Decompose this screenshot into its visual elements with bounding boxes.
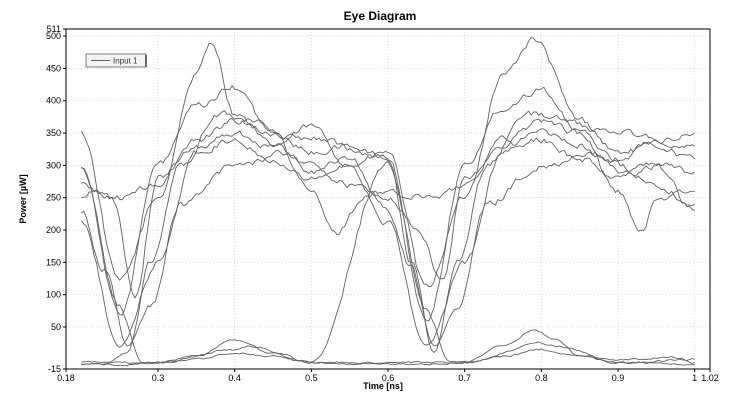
series-trace-3 — [81, 118, 695, 235]
y-tick-label: 400 — [46, 96, 61, 106]
y-tick-label: 150 — [46, 257, 61, 267]
x-tick-label: 0.3 — [152, 373, 165, 383]
tick-labels: 0.18 0.3 0.4 0.5 0.6 0.7 0.8 0.9 1 1.02 -15 50 100 15… — [46, 24, 719, 383]
x-tick-label: 0.6 — [382, 373, 395, 383]
series-trace-2 — [81, 85, 695, 322]
y-tick-label: -15 — [48, 364, 61, 374]
y-tick-label: 250 — [46, 193, 61, 203]
x-tick-label: 0.7 — [458, 373, 471, 383]
y-tick-label: 300 — [46, 160, 61, 170]
series-trace-10 — [81, 348, 695, 365]
series-trace-4 — [81, 128, 695, 299]
series-trace-8 — [81, 160, 695, 364]
x-axis-label: Time [ns] — [363, 381, 403, 391]
y-tick-label: 50 — [51, 322, 61, 332]
y-axis-label: Power [µW] — [18, 174, 28, 223]
x-tick-label: 0.8 — [535, 373, 548, 383]
series-trace-7 — [81, 110, 695, 365]
y-tick-label: 500 — [46, 31, 61, 41]
x-tick-label: 0.18 — [57, 373, 75, 383]
y-tick-label: 450 — [46, 63, 61, 73]
trace-layer — [80, 37, 696, 367]
series-trace-5 — [81, 149, 695, 347]
y-tick-label: 200 — [46, 225, 61, 235]
x-tick-label: 1 — [692, 373, 697, 383]
y-tick-label: 350 — [46, 128, 61, 138]
x-tick-label: 0.9 — [612, 373, 625, 383]
chart-title: Eye Diagram — [344, 9, 417, 23]
grid-lines — [66, 29, 710, 369]
y-tick-label: 100 — [46, 290, 61, 300]
x-tick-label: 1.02 — [701, 373, 719, 383]
series-trace-6 — [80, 137, 695, 348]
legend: Input 1 — [85, 53, 147, 68]
x-tick-label: 0.4 — [228, 373, 241, 383]
y-tick-label: 511 — [47, 24, 61, 34]
x-tick-label: 0.5 — [305, 373, 318, 383]
legend-label-input-1: Input 1 — [113, 57, 138, 66]
